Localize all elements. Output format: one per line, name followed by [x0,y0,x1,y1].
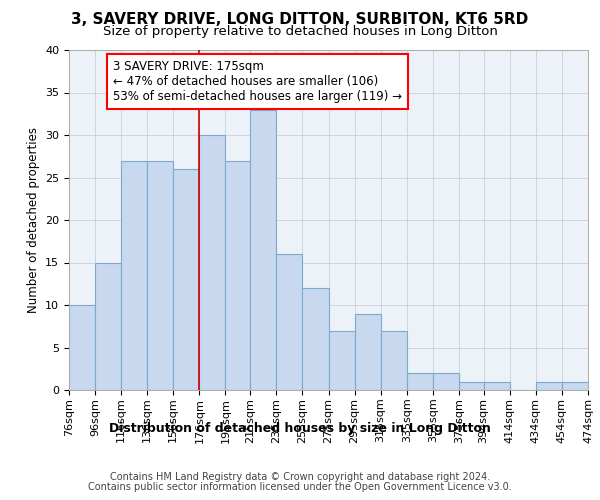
Bar [355,314,380,390]
Bar [250,110,277,390]
Bar [226,160,250,390]
Bar [536,382,562,390]
Y-axis label: Number of detached properties: Number of detached properties [26,127,40,313]
Bar [302,288,329,390]
Bar [433,373,459,390]
Bar [407,373,433,390]
Bar [329,330,355,390]
Bar [121,160,147,390]
Text: Size of property relative to detached houses in Long Ditton: Size of property relative to detached ho… [103,25,497,38]
Bar [147,160,173,390]
Bar [173,169,199,390]
Bar [562,382,588,390]
Bar [199,135,226,390]
Text: Contains public sector information licensed under the Open Government Licence v3: Contains public sector information licen… [88,482,512,492]
Bar [277,254,302,390]
Bar [459,382,484,390]
Text: Contains HM Land Registry data © Crown copyright and database right 2024.: Contains HM Land Registry data © Crown c… [110,472,490,482]
Text: Distribution of detached houses by size in Long Ditton: Distribution of detached houses by size … [109,422,491,435]
Bar [484,382,510,390]
Text: 3 SAVERY DRIVE: 175sqm
← 47% of detached houses are smaller (106)
53% of semi-de: 3 SAVERY DRIVE: 175sqm ← 47% of detached… [113,60,402,103]
Bar [95,262,121,390]
Text: 3, SAVERY DRIVE, LONG DITTON, SURBITON, KT6 5RD: 3, SAVERY DRIVE, LONG DITTON, SURBITON, … [71,12,529,28]
Bar [380,330,407,390]
Bar [69,305,95,390]
